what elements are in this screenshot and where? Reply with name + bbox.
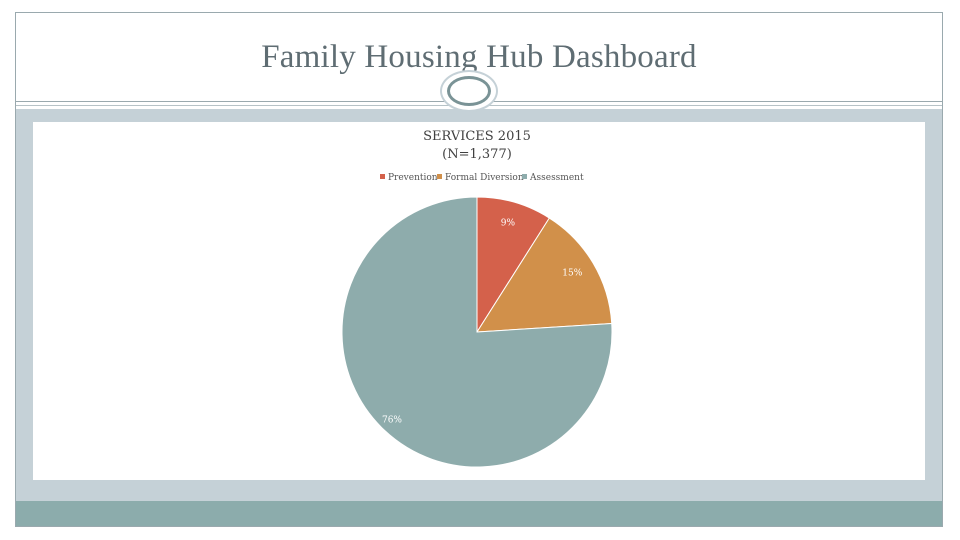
legend-swatch-formal-diversion — [437, 174, 442, 179]
pie-data-labels: 9% 15% 76% — [382, 219, 583, 426]
legend-label-prevention: Prevention — [388, 173, 438, 183]
legend-swatch-assessment — [522, 174, 527, 179]
divider-ornament — [440, 70, 498, 112]
pie-slice-formal-diversion — [476, 217, 613, 333]
chart-subtitle: (N=1,377) — [442, 147, 512, 162]
chart-legend: Prevention Formal Diversion Assessment — [380, 173, 584, 183]
pie-slices — [341, 196, 613, 468]
legend-swatch-prevention — [380, 174, 385, 179]
legend-label-formal-diversion: Formal Diversion — [445, 173, 524, 183]
data-label-prevention: 9% — [501, 219, 516, 229]
page-title: Family Housing Hub Dashboard — [261, 38, 697, 75]
data-label-formal-diversion: 15% — [562, 269, 582, 279]
legend-label-assessment: Assessment — [529, 173, 584, 183]
chart-title: SERVICES 2015 — [423, 129, 531, 144]
data-label-assessment: 76% — [382, 416, 402, 426]
ornament-ring — [447, 76, 491, 106]
pie-slice-assessment — [341, 196, 613, 468]
title-band: Family Housing Hub Dashboard — [16, 13, 942, 101]
bottom-bar — [16, 501, 942, 526]
